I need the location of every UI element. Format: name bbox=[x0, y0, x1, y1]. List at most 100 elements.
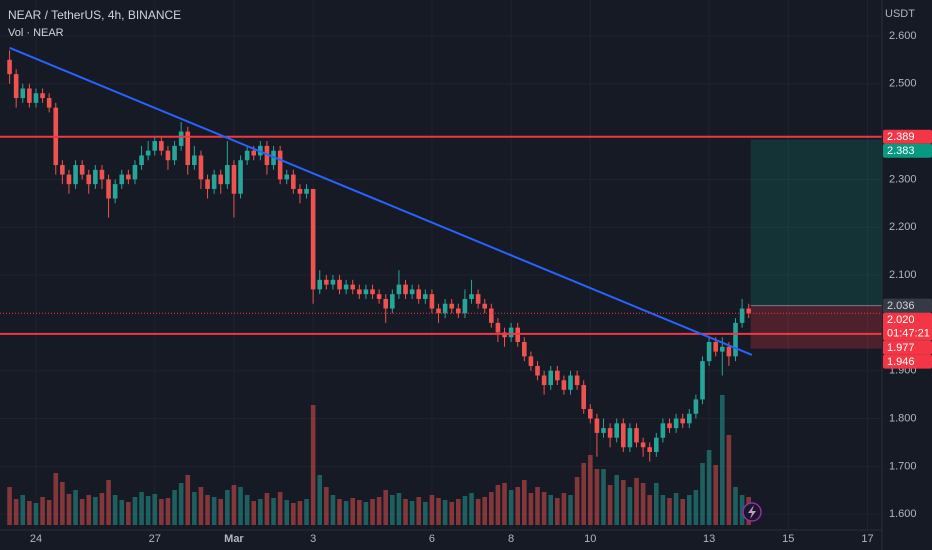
x-tick-label: 27 bbox=[149, 533, 161, 545]
candle-body bbox=[522, 342, 527, 357]
candle-body bbox=[337, 279, 342, 290]
volume-bar bbox=[700, 463, 705, 525]
volume-bar bbox=[522, 480, 527, 525]
candle-body bbox=[330, 279, 336, 285]
volume-bar bbox=[726, 435, 732, 525]
x-tick-label: 13 bbox=[703, 533, 715, 545]
price-label: 2.036 bbox=[887, 300, 915, 312]
volume-bar bbox=[634, 478, 639, 525]
volume-bar bbox=[60, 482, 65, 525]
candle-body bbox=[660, 423, 666, 438]
x-tick-label: 6 bbox=[429, 533, 435, 545]
volume-bar bbox=[79, 499, 85, 525]
volume-bar bbox=[713, 465, 718, 525]
y-tick-label: 1.600 bbox=[889, 508, 917, 520]
volume-bar bbox=[271, 498, 276, 525]
candle-body bbox=[20, 88, 26, 99]
candle-body bbox=[73, 165, 78, 185]
volume-bar bbox=[548, 495, 554, 525]
volume-bar bbox=[673, 493, 679, 525]
candle-body bbox=[568, 375, 573, 390]
price-label-box bbox=[883, 340, 932, 355]
volume-bar bbox=[277, 492, 283, 525]
trend-line bbox=[9, 46, 753, 356]
volume-bar bbox=[66, 494, 72, 525]
volume-bar bbox=[304, 499, 309, 525]
candle-body bbox=[482, 303, 488, 309]
position-target-zone bbox=[750, 139, 882, 306]
candle-body bbox=[132, 165, 138, 180]
candle-body bbox=[165, 150, 171, 161]
volume-bar bbox=[284, 500, 290, 525]
volume-bar bbox=[192, 492, 197, 525]
candle-body bbox=[429, 294, 435, 309]
candle-body bbox=[159, 141, 164, 151]
candle-body bbox=[423, 294, 428, 299]
volume-bar bbox=[535, 487, 540, 525]
volume-title: Vol · NEAR bbox=[8, 27, 64, 39]
volume-bar bbox=[581, 463, 587, 525]
candle-body bbox=[310, 188, 316, 290]
price-label-box bbox=[883, 298, 932, 313]
volume-bar bbox=[555, 498, 560, 525]
candle-body bbox=[291, 174, 296, 189]
candle-body bbox=[456, 308, 461, 314]
candle-body bbox=[79, 165, 85, 175]
x-tick-label: 8 bbox=[508, 533, 514, 545]
candle-body bbox=[449, 303, 455, 309]
volume-bar bbox=[172, 490, 177, 525]
volume-bar bbox=[482, 497, 488, 525]
volume-bar bbox=[363, 502, 369, 525]
candle-body bbox=[739, 308, 745, 323]
volume-bar bbox=[231, 485, 237, 525]
candle-body bbox=[40, 93, 45, 99]
candle-body bbox=[106, 179, 111, 199]
volume-bar bbox=[627, 487, 633, 525]
candle-body bbox=[119, 174, 125, 185]
candle-body bbox=[614, 423, 620, 438]
volume-bar bbox=[350, 498, 356, 525]
position-stop-zone bbox=[750, 305, 882, 349]
candle-body bbox=[264, 145, 270, 166]
candle-body bbox=[607, 428, 613, 438]
candle-body bbox=[475, 294, 481, 304]
volume-bar bbox=[145, 496, 151, 525]
price-label: 2.383 bbox=[887, 145, 915, 157]
volume-bar bbox=[376, 497, 382, 525]
volume-bar bbox=[20, 495, 26, 525]
candle-body bbox=[211, 174, 217, 189]
volume-bar bbox=[588, 455, 593, 525]
volume-bar bbox=[739, 495, 745, 525]
candle-body bbox=[60, 165, 65, 175]
volume-bar bbox=[719, 395, 725, 525]
x-tick-label: 24 bbox=[30, 533, 42, 545]
volume-bar bbox=[13, 499, 19, 525]
volume-bar bbox=[541, 492, 547, 525]
volume-bar bbox=[244, 495, 250, 525]
volume-bar bbox=[528, 493, 534, 525]
volume-bar bbox=[495, 485, 501, 525]
volume-bar bbox=[502, 483, 507, 525]
candle-body bbox=[462, 298, 468, 314]
candle-body bbox=[343, 284, 349, 290]
volume-bar bbox=[126, 502, 131, 525]
candle-body bbox=[172, 145, 177, 161]
candle-body bbox=[508, 327, 514, 338]
volume-bar bbox=[390, 495, 395, 525]
volume-bar bbox=[73, 490, 78, 525]
volume-bar bbox=[423, 502, 428, 525]
price-label: 2.389 bbox=[887, 131, 915, 143]
candle-body bbox=[198, 155, 204, 180]
volume-bar bbox=[7, 487, 12, 525]
volume-bar bbox=[647, 495, 653, 525]
candle-body bbox=[673, 418, 679, 429]
candle-body bbox=[126, 174, 131, 180]
candle-body bbox=[304, 188, 309, 194]
x-tick-label: 3 bbox=[310, 533, 316, 545]
price-label: 2.020 bbox=[887, 314, 915, 326]
candle-body bbox=[99, 169, 105, 180]
y-tick-label: 2.500 bbox=[889, 78, 917, 90]
candle-body bbox=[33, 93, 39, 103]
candle-body bbox=[574, 375, 580, 386]
candle-body bbox=[403, 284, 408, 295]
